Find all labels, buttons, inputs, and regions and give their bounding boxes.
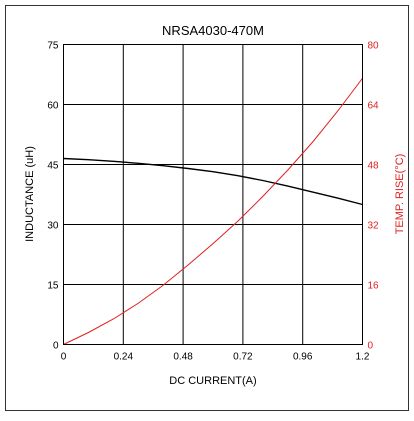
y-axis-right-label: TEMP. RISE(°C) [394,154,406,235]
y-left-tick-label: 0 [53,341,59,352]
chart-title: NRSA4030-470M [162,23,264,38]
y-right-tick-label: 48 [368,161,380,172]
x-tick-label: 0 [61,352,67,363]
y-axis-left-label: INDUCTANCE (uH) [24,146,36,242]
y-right-tick-label: 0 [368,341,374,352]
x-tick-label: 0.72 [233,352,253,363]
x-tick-label: 1.2 [356,352,370,363]
y-left-tick-label: 75 [47,41,59,52]
x-tick-label: 0.24 [114,352,134,363]
series-layer [63,77,363,345]
y-left-tick-label: 60 [47,101,59,112]
y-right-tick-label: 32 [368,221,380,232]
y-right-tick-label: 80 [368,41,380,52]
ticks: 0 0.24 0.48 0.72 0.96 1.201530456075016324864… [47,41,379,363]
y-left-tick-label: 15 [47,281,59,292]
outer-border [5,5,409,411]
inductance-line [63,157,363,206]
grid [63,44,363,345]
y-left-tick-label: 30 [47,221,59,232]
x-axis-label: DC CURRENT(A) [169,375,256,387]
plot-border [63,44,363,345]
temp-rise-line [63,77,363,345]
y-left-tick-label: 45 [47,161,59,172]
y-right-tick-label: 64 [368,101,380,112]
x-tick-label: 0.48 [173,352,193,363]
x-tick-label: 0.96 [293,352,313,363]
y-right-tick-label: 16 [368,281,380,292]
